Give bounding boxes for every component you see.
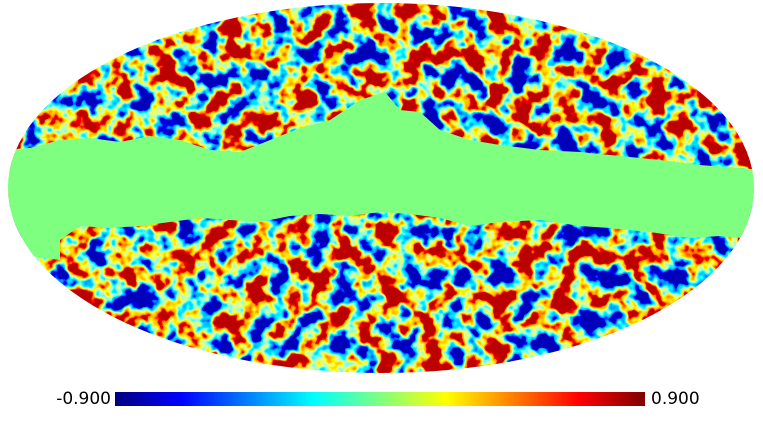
colorbar-label: -0.900: [56, 389, 111, 409]
colorbar: [115, 392, 645, 406]
map-body: [8, 3, 754, 373]
colorbar-label: 0.900: [651, 389, 700, 409]
galactic-mask: [8, 92, 754, 260]
